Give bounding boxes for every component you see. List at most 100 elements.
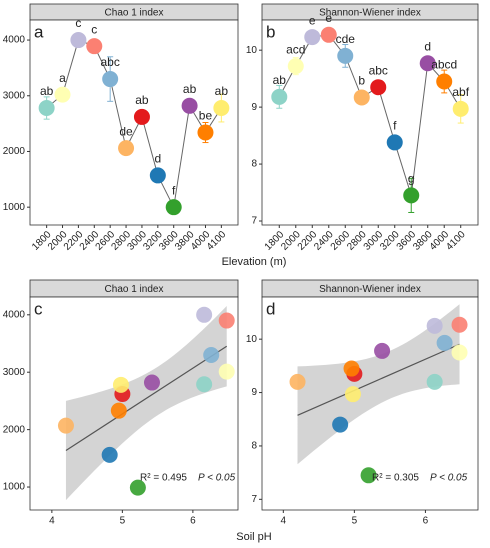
point xyxy=(271,88,288,105)
point xyxy=(70,32,87,49)
panel-label: c xyxy=(34,299,43,318)
letter: ab xyxy=(183,82,197,96)
letter: cde xyxy=(336,32,356,46)
point xyxy=(181,97,198,114)
point xyxy=(143,374,160,391)
x-axis-label: Elevation (m) xyxy=(222,256,287,268)
point xyxy=(110,402,127,419)
strip-title: Chao 1 index xyxy=(105,8,164,19)
point xyxy=(133,108,150,125)
letter: f xyxy=(393,119,397,133)
y-tick-label: 3000 xyxy=(3,367,26,378)
y-tick-label: 8 xyxy=(251,159,257,170)
point xyxy=(287,58,304,75)
x-tick-label: 6 xyxy=(423,516,429,527)
point xyxy=(370,79,387,96)
stat-r2: R² = 0.305 xyxy=(372,473,419,484)
y-tick-label: 9 xyxy=(251,102,257,113)
strip-title: Chao 1 index xyxy=(105,284,164,295)
letter: ab xyxy=(40,84,54,98)
point xyxy=(149,167,166,184)
x-tick-label: 4 xyxy=(49,516,55,527)
point xyxy=(165,199,182,216)
plot-area xyxy=(261,19,479,226)
letter: ab xyxy=(135,93,149,107)
x-axis-label: Soil pH xyxy=(236,531,272,543)
panel-label: d xyxy=(266,299,275,318)
letter: abc xyxy=(100,55,119,69)
y-tick-label: 3000 xyxy=(3,90,26,101)
point xyxy=(129,479,146,496)
regression-line xyxy=(297,343,460,416)
y-tick-label: 1000 xyxy=(3,482,26,493)
y-tick-label: 8 xyxy=(251,441,257,452)
letter: ab xyxy=(215,84,229,98)
point xyxy=(102,71,119,88)
letter: de xyxy=(119,124,133,138)
x-tick-label: 5 xyxy=(120,516,126,527)
regression-line xyxy=(65,345,228,451)
letter: g xyxy=(408,172,415,186)
point xyxy=(343,360,360,377)
stat-p: P < 0.05 xyxy=(198,473,236,484)
point xyxy=(426,317,443,334)
point xyxy=(337,47,354,64)
stat-p: P < 0.05 xyxy=(430,473,468,484)
point xyxy=(112,376,129,393)
point xyxy=(38,100,55,117)
letter: e xyxy=(325,11,332,25)
y-tick-label: 10 xyxy=(246,334,258,345)
x-tick-label: 6 xyxy=(190,516,196,527)
letter: f xyxy=(172,183,176,197)
point xyxy=(451,316,468,333)
y-tick-label: 10 xyxy=(246,45,258,56)
letter: acd xyxy=(286,42,305,56)
letter: b xyxy=(358,74,365,88)
letter: be xyxy=(199,109,213,123)
point xyxy=(436,334,453,351)
point xyxy=(218,363,235,380)
y-tick-label: 7 xyxy=(251,494,257,505)
y-tick-label: 4000 xyxy=(3,309,26,320)
point xyxy=(101,446,118,463)
point xyxy=(218,312,235,329)
letter: e xyxy=(309,13,316,27)
y-tick-label: 1000 xyxy=(3,202,26,213)
panel-label: b xyxy=(266,22,275,41)
letter: ab xyxy=(273,73,287,87)
point xyxy=(197,124,214,141)
y-tick-label: 9 xyxy=(251,387,257,398)
letter: abf xyxy=(452,85,469,99)
point xyxy=(213,100,230,117)
letter: abc xyxy=(369,63,388,77)
point xyxy=(374,342,391,359)
panel-label: a xyxy=(34,22,44,41)
y-tick-label: 2000 xyxy=(3,146,26,157)
letter: c xyxy=(75,16,81,30)
point xyxy=(86,38,103,55)
point xyxy=(403,187,420,204)
stat-r2: R² = 0.495 xyxy=(140,473,187,484)
point xyxy=(353,89,370,106)
point xyxy=(203,346,220,363)
y-tick-label: 7 xyxy=(251,216,257,227)
point xyxy=(360,467,377,484)
y-tick-label: 4000 xyxy=(3,35,26,46)
y-tick-label: 2000 xyxy=(3,424,26,435)
point xyxy=(386,134,403,151)
letter: abcd xyxy=(431,58,457,72)
point xyxy=(196,306,213,323)
x-tick-label: 4100 xyxy=(205,229,229,253)
letter: d xyxy=(154,152,161,166)
point xyxy=(436,73,453,90)
letter: a xyxy=(59,71,66,85)
letter: d xyxy=(424,39,431,53)
point xyxy=(452,100,469,117)
point xyxy=(196,376,213,393)
point xyxy=(54,86,71,103)
point xyxy=(118,140,135,157)
strip-title: Shannon-Wiener index xyxy=(319,8,421,19)
point xyxy=(289,373,306,390)
point xyxy=(419,55,436,72)
